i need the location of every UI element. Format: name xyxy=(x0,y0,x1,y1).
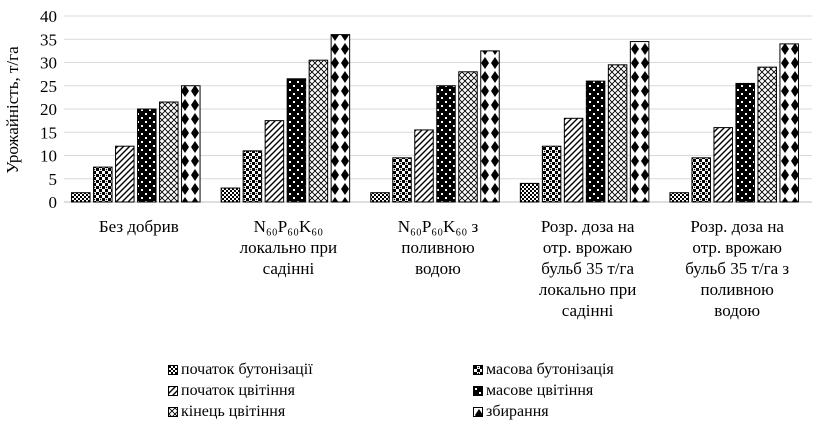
legend-label: масова бутонізація xyxy=(486,361,614,378)
y-tick-label: 25 xyxy=(40,77,57,96)
bar xyxy=(585,80,606,203)
bar xyxy=(629,41,650,203)
legend-swatch xyxy=(168,407,178,417)
legend-label: кінець цвітіння xyxy=(181,403,286,420)
y-tick-label: 5 xyxy=(49,170,58,189)
y-tick-label: 0 xyxy=(49,193,58,212)
legend-item: початок бутонізації xyxy=(168,360,313,380)
legend-item: масове цвітіння xyxy=(473,381,593,401)
x-category-label: Розр. доза на отр. врожаю бульб 35 т/га … xyxy=(685,217,790,320)
y-tick-label: 30 xyxy=(40,54,57,73)
bar xyxy=(181,85,201,203)
y-axis-label: Урожайність, т/га xyxy=(3,46,22,174)
y-tick-label: 10 xyxy=(40,147,57,166)
bar xyxy=(93,166,113,203)
bar xyxy=(436,85,456,203)
bar xyxy=(71,192,91,203)
legend-swatch xyxy=(473,386,483,396)
bar xyxy=(242,150,263,203)
bar xyxy=(713,127,733,203)
bar xyxy=(264,120,285,203)
bar xyxy=(563,117,584,203)
legend-label: збирання xyxy=(486,403,549,420)
bar xyxy=(330,34,351,203)
bar xyxy=(519,182,540,203)
bar xyxy=(308,59,329,203)
bar xyxy=(691,157,711,203)
bar xyxy=(392,157,412,203)
legend-label: початок бутонізації xyxy=(181,361,313,378)
x-category-label: Без добрив xyxy=(98,217,179,236)
bar xyxy=(370,192,390,203)
x-category-label: N₆₀P₆₀K₆₀ локально при садінні xyxy=(239,217,338,278)
bar xyxy=(669,192,689,203)
bar xyxy=(458,71,478,203)
legend-item: збирання xyxy=(473,402,549,422)
bar xyxy=(541,145,562,203)
bar xyxy=(220,187,241,203)
y-tick-label: 35 xyxy=(40,30,57,49)
bar xyxy=(115,145,135,203)
bar xyxy=(137,108,157,203)
x-category-label: Розр. доза на отр. врожаю бульб 35 т/га … xyxy=(538,217,637,320)
legend-item: початок цвітіння xyxy=(168,381,295,401)
legend-swatch xyxy=(168,365,178,375)
bar xyxy=(757,66,777,203)
bar xyxy=(779,43,799,203)
bar xyxy=(414,129,434,203)
x-category-label: N₆₀P₆₀K₆₀ з поливною водою xyxy=(397,217,479,278)
y-tick-label: 20 xyxy=(40,100,57,119)
legend-item: кінець цвітіння xyxy=(168,402,285,422)
y-tick-label: 40 xyxy=(40,7,57,26)
bar xyxy=(480,50,500,203)
legend-item: масова бутонізація xyxy=(473,360,614,380)
bar xyxy=(607,64,628,203)
y-tick-label: 15 xyxy=(40,123,57,142)
bars xyxy=(71,34,799,203)
bar xyxy=(286,78,307,203)
bar xyxy=(159,101,179,203)
legend-swatch xyxy=(473,365,483,375)
legend-swatch xyxy=(168,386,178,396)
legend-label: масове цвітіння xyxy=(486,382,594,399)
bar xyxy=(735,82,755,203)
legend-label: початок цвітіння xyxy=(181,382,295,399)
legend-swatch xyxy=(473,407,483,417)
